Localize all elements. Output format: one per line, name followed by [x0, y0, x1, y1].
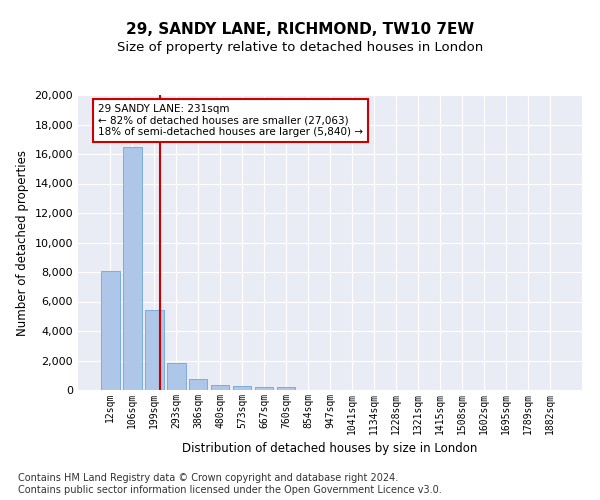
Bar — [233, 386, 251, 390]
Bar — [167, 362, 185, 390]
Text: 29 SANDY LANE: 231sqm
← 82% of detached houses are smaller (27,063)
18% of semi-: 29 SANDY LANE: 231sqm ← 82% of detached … — [98, 104, 363, 137]
Bar — [189, 379, 208, 390]
Bar — [255, 386, 274, 390]
Bar — [123, 146, 142, 390]
X-axis label: Distribution of detached houses by size in London: Distribution of detached houses by size … — [182, 442, 478, 455]
Bar — [145, 310, 164, 390]
Bar — [101, 270, 119, 390]
Text: Contains HM Land Registry data © Crown copyright and database right 2024.
Contai: Contains HM Land Registry data © Crown c… — [18, 474, 442, 495]
Bar — [211, 385, 229, 390]
Text: 29, SANDY LANE, RICHMOND, TW10 7EW: 29, SANDY LANE, RICHMOND, TW10 7EW — [126, 22, 474, 38]
Bar — [277, 388, 295, 390]
Y-axis label: Number of detached properties: Number of detached properties — [16, 150, 29, 336]
Text: Size of property relative to detached houses in London: Size of property relative to detached ho… — [117, 41, 483, 54]
